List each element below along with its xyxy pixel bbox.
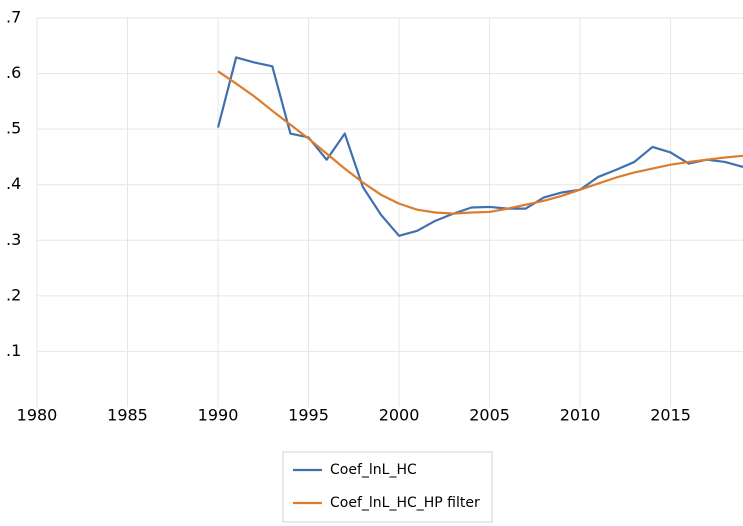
x-tick-label: 1995 xyxy=(288,406,329,425)
legend-box xyxy=(282,451,493,523)
y-tick-label: .1 xyxy=(6,341,21,360)
x-tick-label: 2000 xyxy=(379,406,420,425)
y-tick-label: .5 xyxy=(6,119,21,138)
x-tick-label: 1990 xyxy=(198,406,239,425)
series-line xyxy=(217,70,743,215)
grid xyxy=(36,17,743,407)
y-tick-label: .7 xyxy=(6,8,21,27)
labels: .1 .2 .3 .4 .5 .6 .7 1980 1985 1990 1995 2000 2005 20… xyxy=(6,8,691,425)
x-tick-label: 1980 xyxy=(17,406,58,425)
legend: Coef_lnL_HC Coef_lnL_HC_HP filter xyxy=(282,451,493,523)
lines xyxy=(216,56,743,237)
x-tick-label: 2005 xyxy=(469,406,510,425)
y-tick-label: .6 xyxy=(6,63,21,82)
y-tick-label: .4 xyxy=(6,174,21,193)
series-line xyxy=(216,56,743,237)
x-tick-label: 2010 xyxy=(560,406,601,425)
x-tick-label: 2015 xyxy=(650,406,691,425)
x-tick-label: 1985 xyxy=(107,406,148,425)
y-tick-label: .3 xyxy=(6,230,21,249)
y-tick-label: .2 xyxy=(6,285,21,304)
legend-label: Coef_lnL_HC_HP filter xyxy=(330,495,480,511)
legend-label: Coef_lnL_HC xyxy=(330,462,417,478)
